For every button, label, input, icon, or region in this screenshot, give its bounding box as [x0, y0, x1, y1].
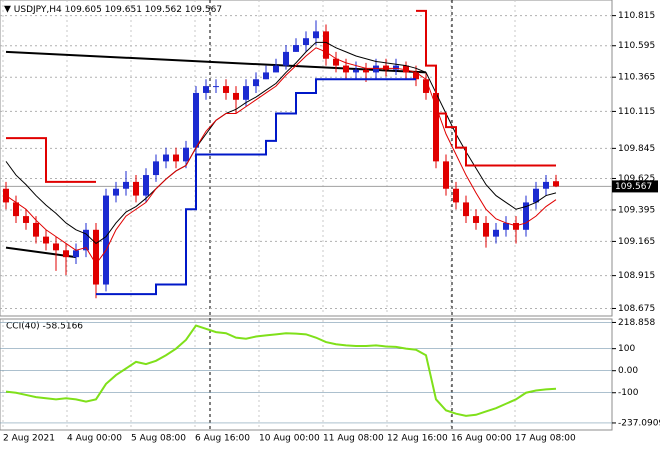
candle-body	[493, 229, 499, 237]
candle-body	[273, 65, 279, 73]
y-tick-label: -237.0909	[618, 418, 660, 428]
indicator-line	[5, 324, 557, 417]
y-tick-label: 109.165	[618, 237, 655, 247]
last-price-label: 109.567	[615, 182, 652, 192]
candle-body	[553, 181, 559, 187]
y-tick-label: 109.625	[618, 174, 655, 184]
candle-body	[113, 188, 119, 196]
y-tick-label: 110.595	[618, 41, 655, 51]
candle-body	[373, 65, 379, 73]
candle-body	[33, 222, 39, 237]
candle-body	[473, 216, 479, 223]
indicator-line	[6, 9, 556, 183]
y-tick-label: 110.365	[618, 73, 655, 83]
candle-body	[393, 65, 399, 70]
candle-body	[133, 181, 139, 196]
candle-body	[533, 188, 539, 203]
candle-body	[383, 65, 389, 70]
x-tick-label: 4 Aug 00:00	[67, 434, 122, 444]
candle-body	[13, 202, 19, 217]
candle-body	[443, 161, 449, 189]
y-tick-label: 0.00	[618, 366, 638, 376]
y-tick-label: 110.115	[618, 107, 655, 117]
candle-body	[433, 92, 439, 162]
symbol-line: USDJPY,H4 109.605 109.651 109.562 109.56…	[14, 5, 222, 15]
x-tick-label: 17 Aug 08:00	[515, 434, 576, 444]
candle-body	[143, 175, 149, 196]
candle-body	[353, 69, 359, 73]
y-tick-label: 110.815	[618, 11, 655, 21]
candle-body	[253, 79, 259, 87]
x-tick-label: 5 Aug 08:00	[131, 434, 186, 444]
candle-body	[323, 31, 329, 59]
candle-body	[183, 147, 189, 162]
candle-body	[233, 92, 239, 100]
candle-body	[203, 86, 209, 93]
indicator-line	[96, 78, 416, 296]
x-tick-label: 12 Aug 16:00	[387, 434, 448, 444]
candle-body	[283, 51, 289, 66]
candle-body	[403, 65, 409, 73]
candle-body	[213, 86, 219, 88]
y-tick-label: 109.395	[618, 205, 655, 215]
y-tick-label: 218.858	[618, 318, 655, 328]
candle-body	[73, 250, 79, 258]
candle-body	[503, 222, 509, 230]
x-tick-label: 16 Aug 00:00	[451, 434, 512, 444]
candle-body	[123, 181, 129, 189]
candle-body	[453, 188, 459, 203]
candle-body	[303, 38, 309, 46]
x-tick-label: 11 Aug 08:00	[323, 434, 384, 444]
candle-body	[543, 181, 549, 189]
candle-body	[193, 92, 199, 148]
candle-body	[153, 161, 159, 176]
candle-body	[313, 31, 319, 39]
candle-body	[463, 202, 469, 217]
candle-body	[103, 195, 109, 285]
candle-body	[63, 250, 69, 258]
candle-body	[173, 154, 179, 162]
x-tick-label: 10 Aug 00:00	[259, 434, 320, 444]
candle-body	[243, 86, 249, 100]
candle-body	[93, 229, 99, 285]
candle-body	[163, 154, 169, 162]
symbol-title: ▼ USDJPY,H4 109.605 109.651 109.562 109.…	[4, 5, 222, 15]
y-tick-label: 108.915	[618, 271, 655, 281]
y-tick-label: 100	[618, 344, 635, 354]
candle-body	[523, 202, 529, 230]
x-tick-label: 2 Aug 2021	[3, 434, 55, 444]
candle-body	[23, 216, 29, 223]
cci-title: CCI(40) -58.5166	[6, 322, 83, 332]
candle-body	[343, 65, 349, 73]
candle-body	[53, 243, 59, 251]
candle-body	[423, 79, 429, 93]
y-tick-label: 108.675	[618, 304, 655, 314]
candle-body	[333, 58, 339, 66]
indicator-line	[5, 47, 557, 265]
candle-body	[413, 72, 419, 80]
candle-body	[513, 222, 519, 230]
y-tick-label: -100	[618, 388, 639, 398]
candle-body	[83, 229, 89, 251]
last-price-box	[612, 180, 658, 193]
candle-body	[363, 69, 369, 73]
candle-body	[293, 45, 299, 52]
cci-panel	[0, 318, 613, 431]
candle-body	[43, 236, 49, 244]
indicator-line	[5, 41, 557, 245]
y-tick-label: 109.845	[618, 144, 655, 154]
main-panel	[0, 0, 613, 317]
candle-body	[263, 72, 269, 80]
x-tick-label: 6 Aug 16:00	[195, 434, 250, 444]
candle-body	[483, 222, 489, 237]
candle-body	[223, 86, 229, 93]
